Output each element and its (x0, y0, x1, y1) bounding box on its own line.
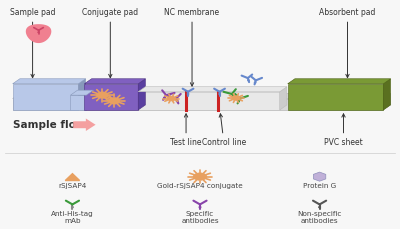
Circle shape (176, 101, 178, 102)
Text: PVC sheet: PVC sheet (324, 114, 363, 147)
Circle shape (233, 96, 234, 97)
Polygon shape (70, 90, 94, 95)
Polygon shape (70, 95, 86, 110)
Text: Gold-rSjSAP4 conjugate: Gold-rSjSAP4 conjugate (157, 183, 243, 189)
Polygon shape (13, 94, 390, 98)
Text: NC membrane: NC membrane (164, 8, 220, 86)
Text: Conjugate pad: Conjugate pad (82, 8, 138, 78)
Text: Specific
antibodies: Specific antibodies (181, 211, 219, 224)
Polygon shape (78, 79, 86, 110)
Circle shape (164, 97, 165, 98)
Polygon shape (288, 84, 383, 110)
Polygon shape (84, 84, 138, 110)
Polygon shape (65, 174, 80, 180)
Text: Sample flow: Sample flow (13, 120, 85, 130)
Circle shape (166, 96, 176, 101)
Circle shape (319, 207, 320, 208)
Text: Anti-His-tag
mAb: Anti-His-tag mAb (51, 211, 94, 224)
Polygon shape (280, 87, 287, 110)
Polygon shape (138, 92, 280, 110)
Polygon shape (13, 84, 78, 110)
Circle shape (96, 92, 109, 99)
Text: Protein G: Protein G (303, 183, 336, 189)
Circle shape (72, 207, 73, 208)
Polygon shape (383, 79, 390, 110)
Text: Absorbent pad: Absorbent pad (319, 8, 376, 78)
Circle shape (193, 172, 207, 181)
Text: rSjSAP4: rSjSAP4 (58, 183, 87, 189)
Polygon shape (288, 79, 390, 84)
Circle shape (38, 32, 39, 33)
Circle shape (254, 82, 256, 83)
Polygon shape (138, 87, 287, 92)
Polygon shape (383, 94, 390, 110)
Circle shape (108, 97, 121, 104)
Circle shape (199, 207, 201, 208)
Polygon shape (84, 79, 145, 84)
Circle shape (238, 101, 240, 102)
Text: Sample pad: Sample pad (10, 8, 55, 78)
Circle shape (231, 95, 241, 101)
Polygon shape (13, 79, 86, 84)
Circle shape (248, 80, 249, 81)
Text: Test line: Test line (170, 114, 202, 147)
Polygon shape (86, 90, 94, 110)
Text: Non-specific
antibodies: Non-specific antibodies (297, 211, 342, 224)
Polygon shape (138, 79, 145, 110)
Polygon shape (26, 24, 51, 43)
Text: Control line: Control line (202, 114, 246, 147)
Polygon shape (13, 98, 383, 110)
Polygon shape (313, 172, 326, 181)
FancyArrowPatch shape (73, 118, 96, 131)
